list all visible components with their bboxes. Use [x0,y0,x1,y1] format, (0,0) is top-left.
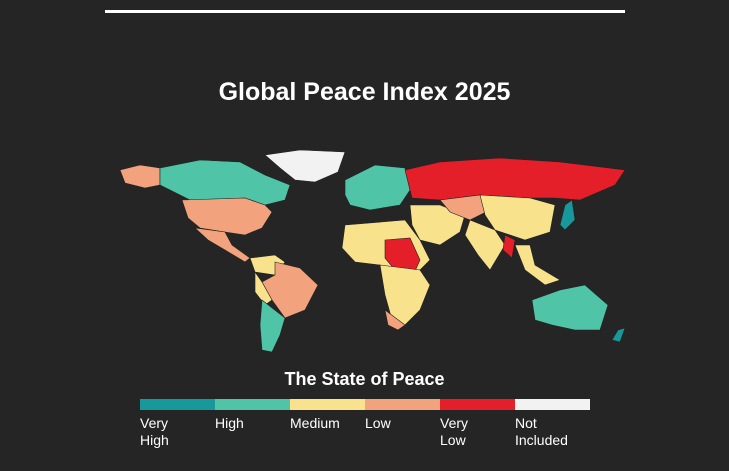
region [384,309,406,331]
region [559,199,576,231]
region [119,164,161,189]
legend-label: Low [365,415,391,431]
region [181,197,273,236]
region [159,159,291,206]
region [264,149,346,183]
region [464,219,506,271]
region [479,194,556,241]
legend-label: Very Low [440,415,469,448]
legend-swatch [140,399,215,410]
region [344,164,411,211]
legend-swatch [440,399,515,410]
region [404,157,626,201]
legend-label: Not Included [515,415,568,448]
region [254,271,273,306]
legend-label: High [215,415,244,431]
legend-swatch [290,399,365,410]
region [439,194,491,221]
region [379,264,431,326]
top-rule [105,10,625,13]
region [259,299,286,353]
region [194,227,251,263]
region [514,244,561,286]
legend-swatch [365,399,440,410]
legend-title: The State of Peace [284,369,445,389]
region [502,234,516,259]
legend-swatch [515,399,590,410]
legend-label: Medium [290,415,340,431]
legend-swatch [215,399,290,410]
region [409,204,466,246]
region [611,327,626,343]
region [531,284,609,331]
legend-label: Very High [140,415,169,448]
title: Global Peace Index 2025 [218,78,511,106]
